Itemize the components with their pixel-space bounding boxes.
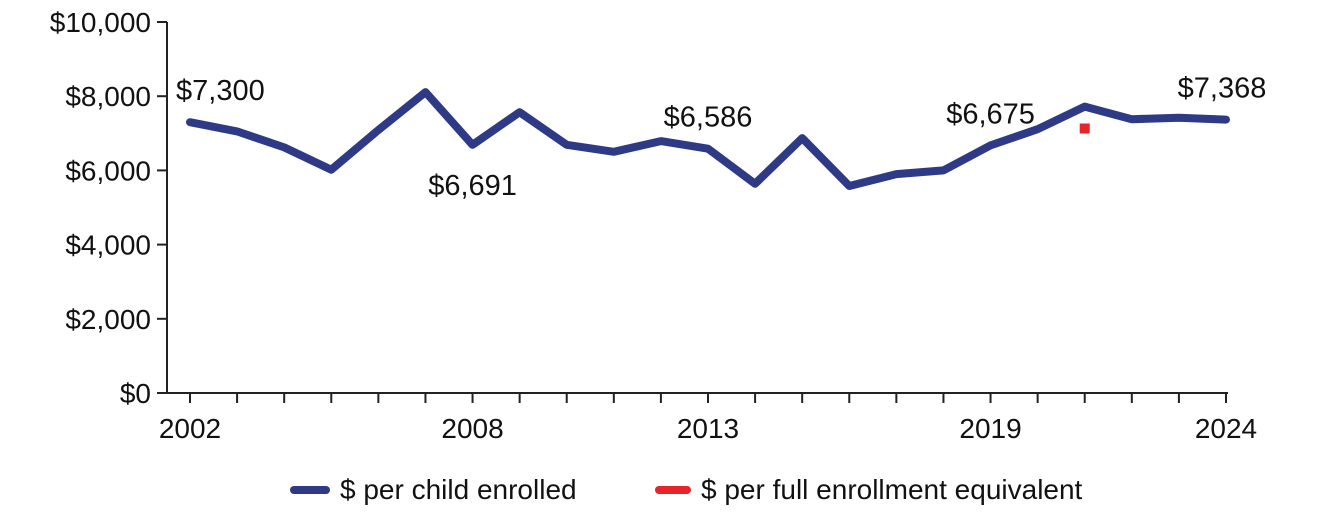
y-tick-label: $4,000	[65, 230, 151, 261]
data-labels: $7,300 $6,691 $6,586 $6,675 $7,368	[176, 73, 1266, 202]
legend-item-per-fee: $ per full enrollment equivalent	[655, 470, 1082, 510]
data-point	[377, 128, 380, 131]
data-label: $6,691	[428, 170, 517, 202]
x-tick-label: 2008	[441, 413, 503, 444]
x-tick-label: 2024	[1195, 413, 1257, 444]
data-point	[283, 146, 286, 149]
data-point	[659, 140, 662, 143]
data-label: $6,675	[946, 98, 1035, 130]
data-label: $6,586	[664, 102, 753, 134]
data-point	[895, 173, 898, 176]
data-point	[1177, 116, 1180, 119]
data-point-full-enrollment-equivalent	[1079, 123, 1090, 134]
data-point	[236, 130, 239, 133]
data-point	[707, 147, 709, 150]
x-tick-label: 2019	[959, 413, 1021, 444]
y-tick-label: $8,000	[65, 81, 151, 112]
data-point	[989, 144, 992, 147]
data-point	[1036, 128, 1039, 131]
data-point	[942, 169, 945, 172]
x-tick-label: 2002	[159, 413, 221, 444]
x-tick-label: 2013	[677, 413, 739, 444]
data-point	[565, 143, 568, 146]
data-point	[612, 150, 615, 153]
y-tick-label: $10,000	[50, 7, 151, 38]
y-tick-label: $2,000	[65, 304, 151, 335]
data-point	[189, 121, 191, 124]
axes	[166, 22, 1228, 394]
data-label: $7,300	[176, 75, 265, 107]
legend-swatch-blue	[290, 486, 330, 494]
data-point	[1225, 118, 1227, 121]
legend-item-per-child: $ per child enrolled	[290, 470, 577, 510]
data-point	[330, 168, 333, 171]
data-point	[518, 111, 521, 114]
legend: $ per child enrolled $ per full enrollme…	[0, 470, 1334, 510]
data-point	[1130, 118, 1133, 121]
data-point	[471, 143, 474, 146]
data-point	[848, 184, 851, 187]
data-point	[1083, 105, 1086, 108]
data-point	[754, 182, 757, 185]
legend-label: $ per child enrolled	[340, 474, 577, 505]
series-layer	[186, 88, 1230, 190]
legend-label: $ per full enrollment equivalent	[701, 474, 1083, 505]
axis-ticks: $0 $2,000 $4,000 $6,000 $8,000 $10,000 2002 200…	[50, 7, 1257, 444]
y-tick-label: $0	[120, 378, 151, 409]
data-label: $7,368	[1178, 73, 1267, 105]
y-tick-label: $6,000	[65, 155, 151, 186]
data-point	[801, 137, 804, 140]
data-point	[424, 91, 427, 94]
legend-swatch-red	[655, 486, 691, 494]
